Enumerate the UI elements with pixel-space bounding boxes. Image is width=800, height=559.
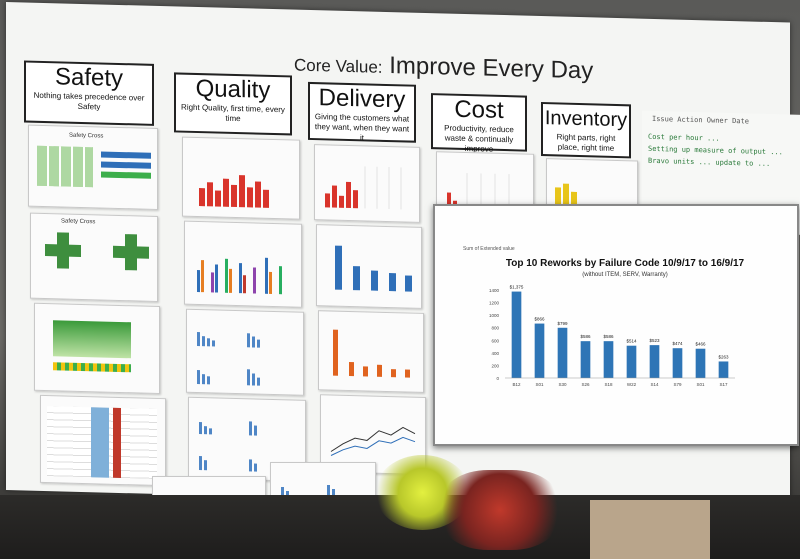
delivery-chart-2 <box>316 224 422 309</box>
y-tick-label: 0 <box>496 376 499 381</box>
quality-chart-1 <box>182 136 300 220</box>
category-subtitle: Nothing takes precedence over Safety <box>33 90 145 112</box>
data-label: $474 <box>672 341 683 346</box>
multi-bar-chart <box>197 257 282 295</box>
orange-bar-chart <box>333 329 410 378</box>
chart-bar <box>101 161 151 169</box>
quality-chart-3 <box>186 308 304 396</box>
y-tick-label: 400 <box>491 351 499 356</box>
chart-title: Top 10 Reworks by Failure Code 10/9/17 t… <box>505 258 745 269</box>
bar <box>580 341 591 378</box>
data-label: $263 <box>718 354 729 359</box>
action-item: Setting up measure of output ... <box>648 144 783 157</box>
x-tick-label: S26 <box>581 382 590 387</box>
x-tick-label: S79 <box>673 382 682 387</box>
bar <box>603 341 614 378</box>
data-label: $514 <box>626 339 637 344</box>
blue-bar-chart <box>335 245 412 292</box>
x-tick-label: S18 <box>604 382 613 387</box>
category-inventory: Inventory Right parts, right place, righ… <box>541 102 631 159</box>
sheet-title: Safety Cross <box>61 218 96 226</box>
bar <box>557 327 568 378</box>
board-title-prefix: Core Value: <box>294 55 383 77</box>
data-label: $1,375 <box>510 285 524 290</box>
y-tick-label: 1000 <box>489 313 500 318</box>
bar <box>672 348 683 378</box>
y-tick-label: 1200 <box>489 301 500 306</box>
x-tick-label: S14 <box>650 382 659 387</box>
rework-chart-closeup: Sum of Extended value Top 10 Reworks by … <box>433 204 799 446</box>
category-heading: Quality <box>195 74 271 104</box>
category-delivery: Delivery Giving the customers what they … <box>308 81 416 143</box>
bar <box>695 348 706 378</box>
table-column <box>91 407 109 478</box>
data-label: $586 <box>603 334 614 339</box>
category-subtitle: Right Quality, first time, every time <box>181 102 285 124</box>
safety-green-chart-sheet <box>34 302 160 395</box>
category-heading: Safety <box>54 63 124 93</box>
cross-shape <box>57 232 69 269</box>
delivery-chart-3 <box>318 310 424 393</box>
data-label: $866 <box>534 317 545 322</box>
board-title-main: Improve Every Day <box>389 52 594 85</box>
category-cost: Cost Productivity, reduce waste & contin… <box>431 93 527 154</box>
table-column <box>113 407 121 479</box>
chart-bar <box>101 171 151 179</box>
cardboard-box <box>590 500 710 559</box>
action-item: Bravo units ... update to ... <box>648 156 771 169</box>
action-item: Cost per hour ... <box>648 132 720 143</box>
data-label: $586 <box>580 334 591 339</box>
delivery-chart-1 <box>314 144 420 223</box>
bar <box>511 291 522 378</box>
category-heading: Delivery <box>318 84 406 114</box>
x-tick-label: S01 <box>696 382 705 387</box>
safety-table-sheet <box>40 394 166 487</box>
y-tick-label: 800 <box>491 326 499 331</box>
red-bar-chart <box>325 166 402 210</box>
rework-bar-chart: 0 200 400 600 800 1000 1200 1400 $1,375 B12 $866 S0… <box>489 285 735 387</box>
category-quality: Quality Right Quality, first time, every… <box>174 72 292 136</box>
data-label: $799 <box>557 321 568 326</box>
chart-subtitle: (without ITEM, SERV, Warranty) <box>582 272 668 278</box>
x-tick-label: S01 <box>535 382 544 387</box>
data-label: $523 <box>649 338 660 343</box>
y-tick-label: 1400 <box>489 288 500 293</box>
cross-shape <box>125 234 137 271</box>
quality-chart-2 <box>184 220 302 308</box>
small-multiples-chart <box>197 332 260 386</box>
category-heading: Cost <box>454 95 504 125</box>
delivery-chart-4 <box>320 394 426 475</box>
category-subtitle: Giving the customers what they want, whe… <box>314 112 410 143</box>
chart-value-label: Sum of Extended value <box>463 246 515 252</box>
line-chart <box>330 426 416 456</box>
chart-bar <box>101 151 151 159</box>
x-tick-label: S30 <box>558 382 567 387</box>
safety-cross-sheet: Safety Cross <box>28 124 158 210</box>
data-label: $466 <box>695 342 706 347</box>
board-title: Core Value: Improve Every Day <box>294 50 593 86</box>
y-tick-label: 200 <box>491 363 499 368</box>
x-tick-label: W22 <box>627 382 637 387</box>
bar <box>626 345 637 378</box>
category-subtitle: Right parts, right place, right time <box>556 132 616 153</box>
action-list-header: Issue Action Owner Date <box>652 114 749 126</box>
category-safety: Safety Nothing takes precedence over Saf… <box>24 60 154 126</box>
x-tick-label: B12 <box>512 382 521 387</box>
bar <box>534 323 545 378</box>
sheet-title: Safety Cross <box>69 132 104 140</box>
category-heading: Inventory <box>544 107 628 132</box>
area-chart <box>53 320 131 359</box>
safety-calendar <box>37 145 93 188</box>
safety-cross-sheet-2: Safety Cross <box>30 212 158 302</box>
bar <box>718 361 729 378</box>
red-bar-chart <box>199 175 269 208</box>
quality-chart-4 <box>188 396 306 482</box>
small-multiples-chart <box>199 421 257 472</box>
y-tick-label: 600 <box>491 338 499 343</box>
indicator-strip <box>53 362 131 373</box>
blurred-red-object <box>440 470 560 550</box>
x-tick-label: S17 <box>719 382 728 387</box>
bar <box>649 345 660 378</box>
